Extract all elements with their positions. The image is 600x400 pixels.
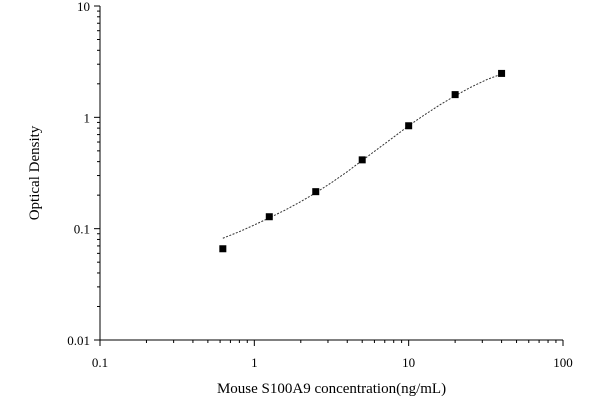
data-point: [358, 156, 366, 164]
fit-curve-layer: [222, 73, 502, 239]
x-tick-label: 1: [251, 355, 258, 370]
data-point: [405, 122, 413, 130]
plot-frame: [99, 6, 563, 341]
data-point: [265, 213, 273, 221]
x-axis-ticks: 0.1 1 10 100: [92, 340, 573, 370]
x-tick-label: 0.1: [92, 355, 108, 370]
y-tick-label: 1: [84, 110, 91, 125]
data-points-layer: [219, 69, 506, 253]
x-axis-title: Mouse S100A9 concentration(ng/mL): [217, 381, 446, 397]
data-point: [451, 91, 459, 99]
y-tick-label: 10: [77, 0, 90, 14]
data-point: [312, 188, 320, 196]
data-point: [219, 245, 227, 253]
y-tick-label: 0.01: [67, 333, 90, 348]
y-tick-label: 0.1: [74, 222, 90, 237]
fit-curve-line: [222, 73, 502, 239]
x-tick-label: 100: [553, 355, 573, 370]
data-point: [498, 69, 506, 77]
y-axis-title: Optical Density: [27, 125, 43, 220]
y-axis-ticks: 0.01 0.1 1 10: [67, 0, 100, 348]
x-tick-label: 10: [402, 355, 415, 370]
